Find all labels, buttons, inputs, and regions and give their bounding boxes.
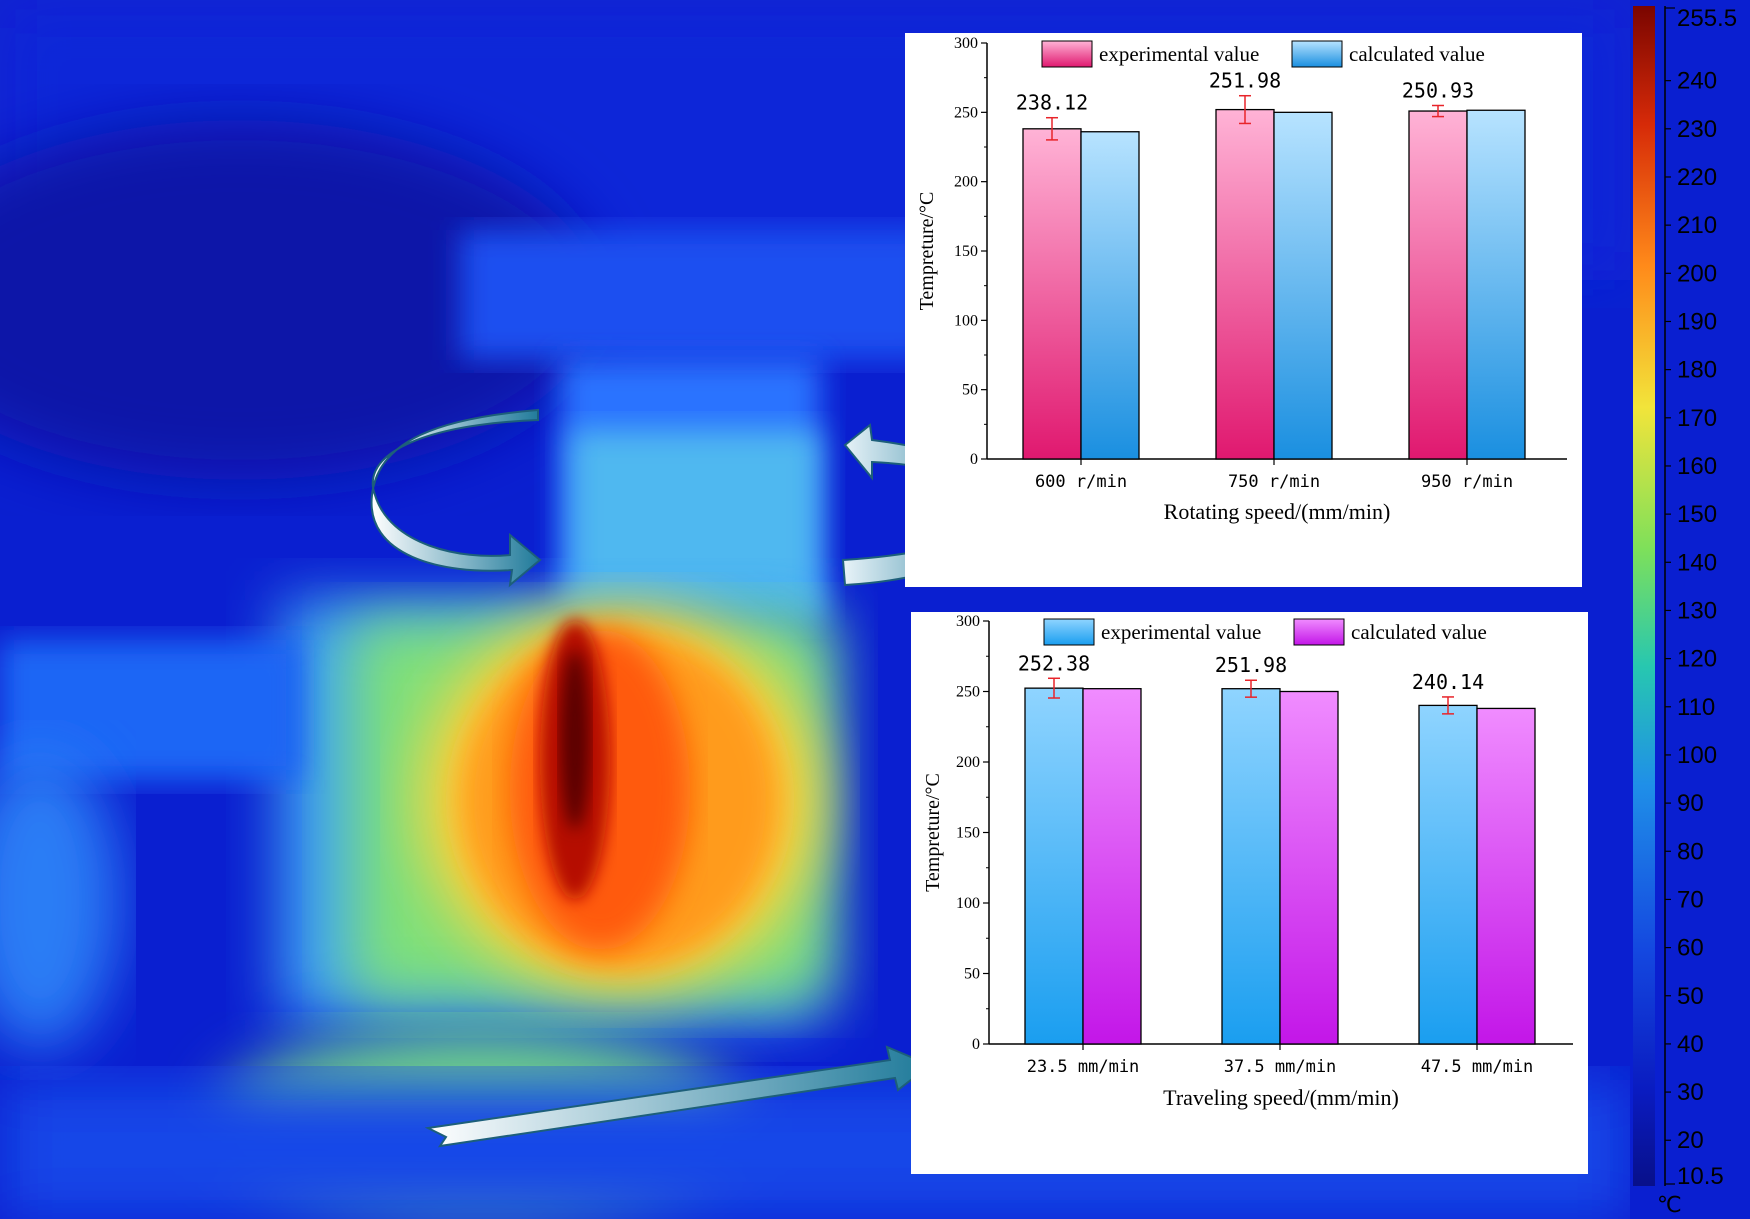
colorbar-tick-label: 70: [1677, 886, 1704, 913]
colorbar-gradient: [1633, 6, 1655, 1186]
bar-experimental: [1418, 704, 1478, 1045]
legend-swatch: [1293, 618, 1345, 646]
bar-experimental: [1221, 688, 1281, 1045]
legend-swatch: [1043, 618, 1095, 646]
traveling-speed-chart-svg: 0 50 100 150 200 250 300 Tempreture/°C 252.38 23.…: [922, 613, 1573, 1110]
colorbar-tick-label: 20: [1677, 1127, 1704, 1154]
data-label: 240.14: [1412, 670, 1484, 694]
y-tick-label: 0: [972, 1036, 980, 1053]
colorbar-tick-label: 160: [1677, 453, 1717, 480]
y-tick-label: 50: [964, 966, 980, 983]
data-label: 250.93: [1402, 78, 1474, 102]
x-tick-label: 47.5 mm/min: [1421, 1057, 1534, 1077]
rotating-speed-chart: 0 50 100 150 200 250 300 Tempreture/°C 238.12 600…: [905, 33, 1582, 587]
traveling-speed-chart: 0 50 100 150 200 250 300 Tempreture/°C 252.38 23.…: [911, 612, 1588, 1174]
colorbar-tick-label: 190: [1677, 308, 1717, 335]
bar-calculated: [1082, 688, 1142, 1045]
colorbar-max-label: 255.5: [1677, 5, 1737, 32]
x-tick-label: 23.5 mm/min: [1027, 1057, 1140, 1077]
bar-experimental: [1022, 128, 1082, 460]
colorbar-unit: ℃: [1657, 1192, 1682, 1217]
x-axis-label: Traveling speed/(mm/min): [1163, 1085, 1399, 1110]
colorbar-min-label: 10.5: [1677, 1163, 1724, 1190]
y-tick-label: 150: [954, 243, 978, 260]
y-tick-label: 100: [956, 895, 980, 912]
y-tick-label: 200: [954, 174, 978, 191]
colorbar-tick-label: 110: [1677, 694, 1715, 721]
colorbar-tick-label: 230: [1677, 116, 1717, 143]
bar-calculated: [1273, 111, 1333, 460]
y-tick-label: 50: [962, 382, 978, 399]
colorbar-tick-label: 130: [1677, 597, 1717, 624]
colorbar-tick-label: 50: [1677, 983, 1704, 1010]
colorbar-tick-label: 220: [1677, 164, 1717, 191]
y-tick-label: 250: [956, 684, 980, 701]
y-tick-label: 150: [956, 825, 980, 842]
legend-label: calculated value: [1349, 42, 1485, 66]
y-axis-label: Tempreture/°C: [922, 773, 944, 892]
colorbar-tick-label: 210: [1677, 212, 1717, 239]
colorbar-tick-label: 170: [1677, 405, 1717, 432]
data-label: 238.12: [1016, 91, 1088, 115]
y-tick-label: 100: [954, 312, 978, 329]
colorbar-tick-label: 180: [1677, 357, 1717, 384]
x-tick-label: 600 r/min: [1035, 472, 1127, 492]
x-tick-label: 37.5 mm/min: [1224, 1057, 1337, 1077]
y-axis-label: Tempreture/°C: [916, 192, 938, 311]
data-label: 251.98: [1209, 69, 1281, 93]
colorbar-tick-label: 30: [1677, 1079, 1704, 1106]
y-tick-label: 300: [956, 613, 980, 630]
bar-experimental: [1408, 110, 1468, 460]
x-tick-label: 950 r/min: [1421, 472, 1513, 492]
legend-swatch: [1041, 40, 1093, 68]
colorbar-tick-label: 200: [1677, 260, 1717, 287]
colorbar-tick-label: 100: [1677, 742, 1717, 769]
colorbar-tick-label: 140: [1677, 549, 1717, 576]
x-axis-label: Rotating speed/(mm/min): [1164, 499, 1391, 524]
y-tick-label: 0: [970, 451, 978, 468]
legend-swatch: [1291, 40, 1343, 68]
bar-experimental: [1024, 687, 1084, 1045]
colorbar-tick-label: 120: [1677, 646, 1717, 673]
colorbar-tick-label: 240: [1677, 68, 1717, 95]
bar-calculated: [1466, 109, 1526, 460]
colorbar-tick-label: 40: [1677, 1031, 1704, 1058]
bar-calculated: [1080, 131, 1140, 460]
bar-calculated: [1476, 707, 1536, 1045]
data-label: 252.38: [1018, 651, 1090, 675]
colorbar-tick-label: 90: [1677, 790, 1704, 817]
y-tick-label: 200: [956, 754, 980, 771]
rotation-arrow-left: [370, 408, 542, 588]
colorbar-tick-label: 80: [1677, 838, 1704, 865]
rotating-speed-chart-svg: 0 50 100 150 200 250 300 Tempreture/°C 238.12 600…: [916, 35, 1567, 524]
colorbar-tick-label: 150: [1677, 501, 1717, 528]
x-tick-label: 750 r/min: [1228, 472, 1320, 492]
bar-experimental: [1215, 108, 1275, 460]
colorbar-tick-label: 60: [1677, 935, 1704, 962]
legend: experimental value calculated value: [1043, 618, 1487, 646]
y-tick-label: 250: [954, 104, 978, 121]
temperature-colorbar: 255.5 10.5 240 230 220 210 200 190 180 170 160 150 1…: [1633, 5, 1737, 1190]
legend-label: experimental value: [1101, 620, 1261, 644]
legend: experimental value calculated value: [1041, 40, 1485, 68]
bar-calculated: [1279, 690, 1339, 1045]
pointer-arrow: [424, 1045, 932, 1148]
data-label: 251.98: [1215, 653, 1287, 677]
y-tick-label: 300: [954, 35, 978, 52]
legend-label: experimental value: [1099, 42, 1259, 66]
legend-label: calculated value: [1351, 620, 1487, 644]
